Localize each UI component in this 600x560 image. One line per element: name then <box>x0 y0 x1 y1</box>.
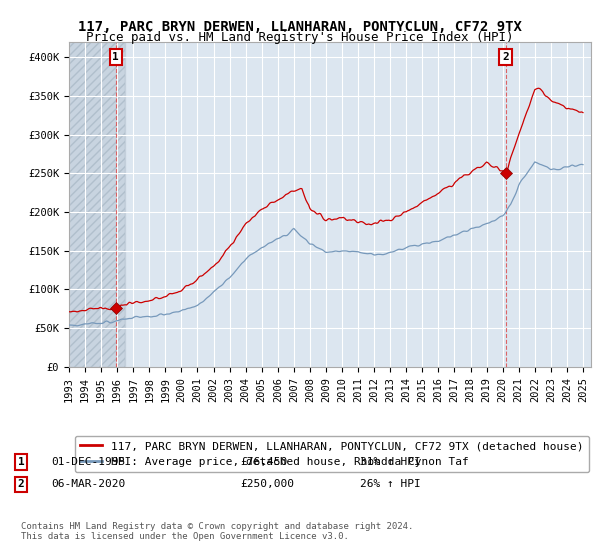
Bar <box>69 42 125 367</box>
Text: Price paid vs. HM Land Registry's House Price Index (HPI): Price paid vs. HM Land Registry's House … <box>86 31 514 44</box>
Text: 1: 1 <box>112 52 119 62</box>
Text: 2: 2 <box>17 479 25 489</box>
Text: 1: 1 <box>17 457 25 467</box>
Text: £76,450: £76,450 <box>240 457 287 467</box>
Text: 26% ↑ HPI: 26% ↑ HPI <box>360 479 421 489</box>
Text: £250,000: £250,000 <box>240 479 294 489</box>
Text: 2: 2 <box>502 52 509 62</box>
Text: 117, PARC BRYN DERWEN, LLANHARAN, PONTYCLUN, CF72 9TX: 117, PARC BRYN DERWEN, LLANHARAN, PONTYC… <box>78 20 522 34</box>
Legend: 117, PARC BRYN DERWEN, LLANHARAN, PONTYCLUN, CF72 9TX (detached house), HPI: Ave: 117, PARC BRYN DERWEN, LLANHARAN, PONTYC… <box>74 436 589 472</box>
Text: 31% ↑ HPI: 31% ↑ HPI <box>360 457 421 467</box>
Text: 01-DEC-1995: 01-DEC-1995 <box>51 457 125 467</box>
Text: Contains HM Land Registry data © Crown copyright and database right 2024.
This d: Contains HM Land Registry data © Crown c… <box>21 522 413 542</box>
Text: 06-MAR-2020: 06-MAR-2020 <box>51 479 125 489</box>
